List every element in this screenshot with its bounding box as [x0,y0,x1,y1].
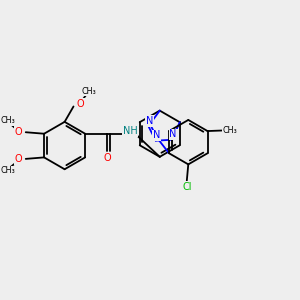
Text: CH₃: CH₃ [82,87,96,96]
Text: O: O [14,127,22,136]
Text: CH₃: CH₃ [0,116,15,125]
Text: NH: NH [123,126,137,136]
Text: N: N [146,116,153,126]
Text: N: N [153,130,161,140]
Text: O: O [103,153,111,163]
Text: O: O [76,98,84,109]
Text: Cl: Cl [182,182,192,192]
Text: O: O [14,154,22,164]
Text: N: N [169,129,177,140]
Text: CH₃: CH₃ [222,126,237,135]
Text: CH₃: CH₃ [0,166,15,175]
